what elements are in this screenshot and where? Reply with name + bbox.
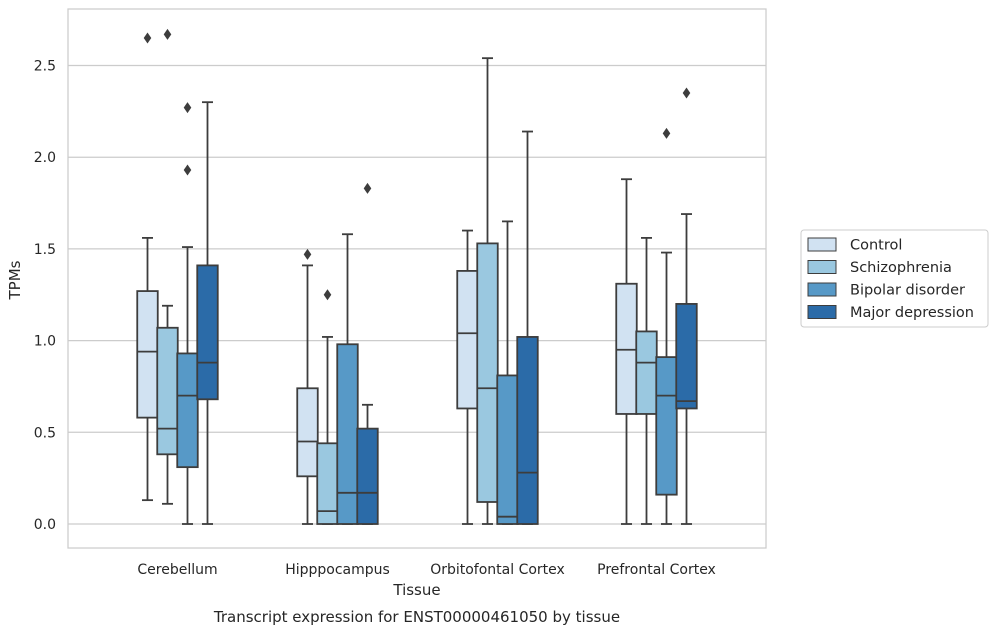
- box-bipolar-disorder: [655, 127, 678, 525]
- iqr-box: [356, 427, 379, 525]
- iqr-box: [176, 352, 199, 469]
- outlier-point: [662, 127, 671, 139]
- outlier-point: [143, 32, 152, 44]
- box-major-depression: [675, 87, 698, 525]
- iqr-box: [196, 264, 219, 401]
- box-bipolar-disorder: [176, 102, 199, 525]
- box-bipolar-disorder: [336, 233, 359, 525]
- y-tick-label: 2.5: [34, 59, 56, 75]
- y-tick-label: 1.5: [34, 242, 56, 258]
- x-axis-label: Tissue: [392, 581, 440, 599]
- iqr-box: [655, 356, 678, 496]
- box-schizophrenia: [476, 57, 499, 525]
- legend-swatch: [807, 282, 837, 297]
- x-tick-label: Prefrontal Cortex: [597, 562, 716, 578]
- legend-swatch: [807, 260, 837, 274]
- box-major-depression: [516, 130, 539, 525]
- y-axis: 0.0 0.5 1.0 1.5 2.0 2.5: [34, 59, 56, 534]
- iqr-box: [496, 374, 519, 525]
- x-axis: Cerebellum Hipppocampus Orbitofontal Corte…: [137, 562, 715, 578]
- iqr-box: [336, 343, 359, 525]
- legend-frame: [800, 229, 989, 328]
- iqr-box: [615, 282, 638, 415]
- outlier-point: [303, 248, 312, 260]
- plot-frame: [67, 8, 767, 549]
- box-bipolar-disorder: [496, 220, 519, 525]
- iqr-box: [136, 290, 159, 419]
- legend-label: Schizophrenia: [850, 260, 952, 276]
- box-plot-area: [136, 28, 698, 525]
- iqr-box: [296, 387, 319, 478]
- box-major-depression: [356, 182, 379, 525]
- outlier-point: [682, 87, 691, 99]
- iqr-box: [635, 330, 658, 415]
- chart-caption: Transcript expression for ENST0000046105…: [213, 608, 620, 626]
- legend-label: Bipolar disorder: [850, 283, 965, 299]
- x-tick-label: Orbitofontal Cortex: [430, 562, 565, 578]
- legend-swatch: [807, 237, 837, 252]
- y-tick-label: 1.0: [34, 334, 56, 350]
- box-control: [136, 32, 159, 502]
- box-schizophrenia: [316, 289, 339, 525]
- box-control: [296, 248, 319, 525]
- outlier-point: [183, 102, 192, 114]
- y-tick-label: 2.0: [34, 150, 56, 166]
- y-axis-label: TPMs: [6, 260, 24, 300]
- outlier-point: [163, 28, 172, 40]
- box-schizophrenia: [635, 236, 658, 525]
- legend-swatch: [807, 305, 837, 319]
- box-major-depression: [196, 101, 219, 525]
- iqr-box: [516, 336, 539, 525]
- legend-label: Control: [850, 238, 902, 254]
- y-tick-label: 0.5: [34, 425, 56, 441]
- y-tick-label: 0.0: [34, 517, 56, 533]
- legend-label: Major depression: [850, 305, 974, 321]
- x-tick-label: Hipppocampus: [285, 562, 390, 578]
- outlier-point: [183, 164, 192, 176]
- legend: Control Schizophrenia Bipolar disorder Majo…: [800, 229, 989, 328]
- iqr-box: [456, 270, 479, 410]
- x-tick-label: Cerebellum: [137, 562, 217, 578]
- box-control: [456, 229, 479, 525]
- box-schizophrenia: [156, 28, 179, 505]
- iqr-box: [156, 326, 179, 456]
- iqr-box: [675, 303, 698, 410]
- box-control: [615, 178, 638, 525]
- outlier-point: [323, 289, 332, 301]
- iqr-box: [476, 242, 499, 503]
- outlier-point: [363, 182, 372, 194]
